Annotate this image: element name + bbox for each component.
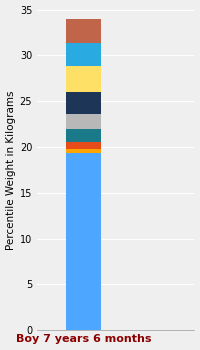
Bar <box>66 28 101 43</box>
Bar <box>66 43 101 66</box>
Bar <box>66 129 101 142</box>
Bar <box>66 66 101 92</box>
Bar <box>66 114 101 129</box>
Bar <box>66 149 101 153</box>
Bar <box>66 153 101 330</box>
Y-axis label: Percentile Weight in Kilograms: Percentile Weight in Kilograms <box>6 90 16 250</box>
Bar <box>66 92 101 114</box>
Bar <box>66 142 101 149</box>
Bar <box>66 19 101 28</box>
